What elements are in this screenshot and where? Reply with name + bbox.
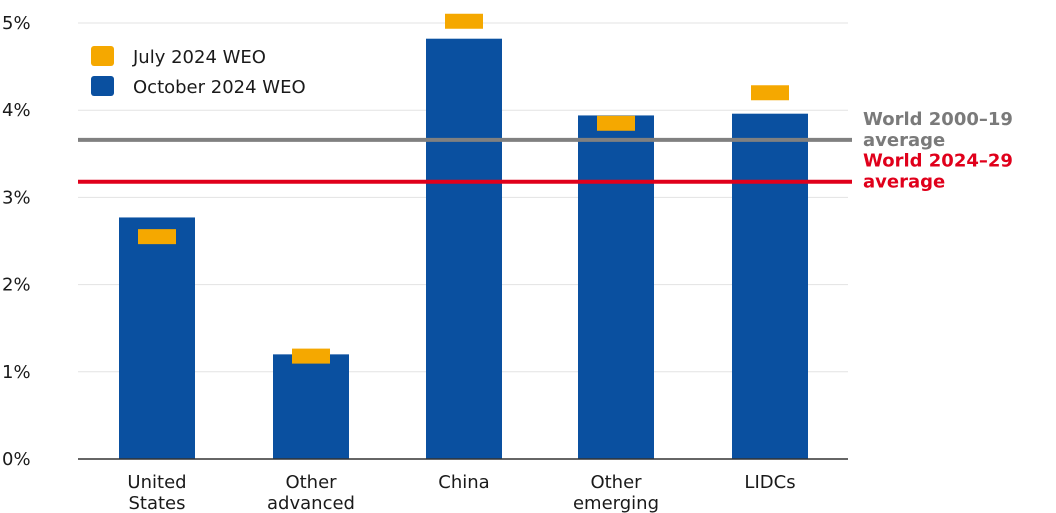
legend-label: October 2024 WEO bbox=[133, 77, 306, 98]
reference-line-label: World 2000–19 average bbox=[863, 109, 1013, 151]
legend: July 2024 WEO October 2024 WEO bbox=[91, 46, 306, 98]
bar bbox=[578, 115, 654, 459]
y-tick-label: 2% bbox=[2, 275, 31, 296]
prior-forecast-marker bbox=[138, 229, 176, 245]
x-tick-label: LIDCs bbox=[744, 472, 795, 493]
prior-forecast-marker bbox=[445, 13, 483, 29]
prior-forecast-markers bbox=[138, 13, 789, 364]
reference-line-label: World 2024–29 average bbox=[863, 151, 1013, 193]
y-tick-label: 4% bbox=[2, 100, 31, 121]
bars bbox=[119, 38, 808, 460]
bar bbox=[119, 217, 195, 459]
x-tick-label: Other emerging bbox=[573, 472, 659, 513]
x-tick-label: Other advanced bbox=[267, 472, 355, 513]
y-tick-label: 1% bbox=[2, 362, 31, 383]
prior-forecast-marker bbox=[292, 348, 330, 364]
bar bbox=[273, 354, 349, 459]
y-tick-label: 5% bbox=[2, 13, 31, 34]
prior-forecast-marker bbox=[597, 115, 635, 131]
axes: 0% 1% 2% 3% 4% 5% United States Other advanced Chi… bbox=[2, 13, 848, 513]
y-tick-label: 0% bbox=[2, 449, 31, 470]
prior-forecast-marker bbox=[751, 85, 789, 101]
x-tick-label: China bbox=[438, 472, 489, 493]
legend-swatch bbox=[91, 46, 114, 66]
legend-label: July 2024 WEO bbox=[132, 47, 266, 68]
legend-swatch bbox=[91, 76, 114, 96]
x-tick-label: United States bbox=[127, 472, 186, 513]
bar bbox=[426, 38, 502, 460]
bar bbox=[732, 113, 808, 460]
y-tick-label: 3% bbox=[2, 187, 31, 208]
